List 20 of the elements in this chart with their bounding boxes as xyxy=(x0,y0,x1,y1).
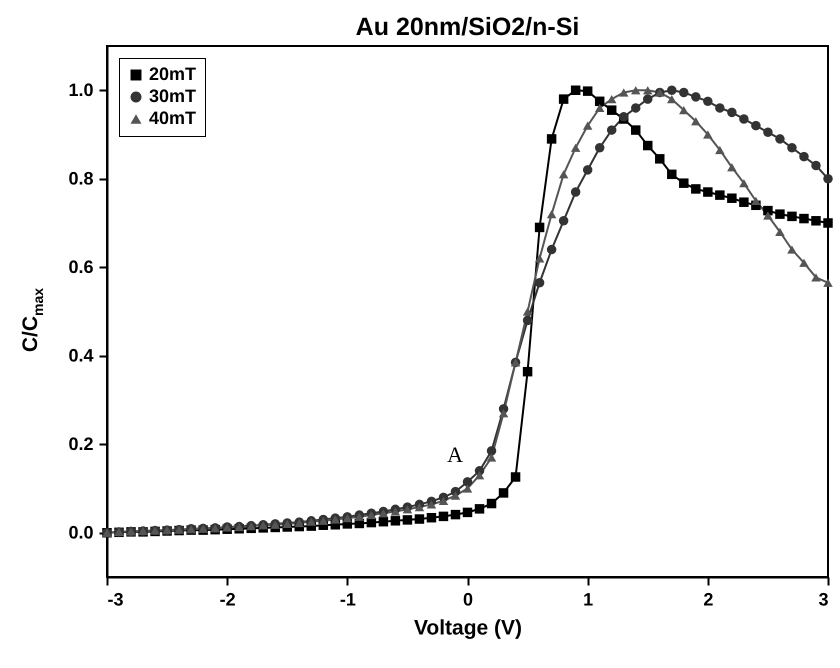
y-tick-label: 0.6 xyxy=(68,256,94,277)
y-tick-label: 0.4 xyxy=(68,345,94,366)
x-axis-title: Voltage (V) xyxy=(414,616,522,640)
legend-label: 40mT xyxy=(149,108,196,128)
x-tick-label: 1 xyxy=(583,590,594,610)
annotation: A xyxy=(447,442,464,467)
legend-label: 20mT xyxy=(149,64,196,84)
legend-label: 30mT xyxy=(149,86,196,106)
y-tick-label: 0.0 xyxy=(68,522,94,542)
chart-title: Au 20nm/SiO2/n-Si xyxy=(356,13,580,41)
y-tick-label: 0.8 xyxy=(68,168,94,188)
y-axis-title: C/Cmax xyxy=(19,288,46,352)
x-tick-label: 0 xyxy=(462,590,474,610)
x-tick-label: 2 xyxy=(703,590,714,610)
x-tick-label: -2 xyxy=(220,590,236,610)
y-tick-label: 0.2 xyxy=(68,434,94,454)
y-tick-label: 1.0 xyxy=(68,80,94,100)
x-tick-label: -3 xyxy=(108,590,124,610)
x-tick-label: -1 xyxy=(340,590,356,610)
x-tick-label: 3 xyxy=(818,590,828,610)
